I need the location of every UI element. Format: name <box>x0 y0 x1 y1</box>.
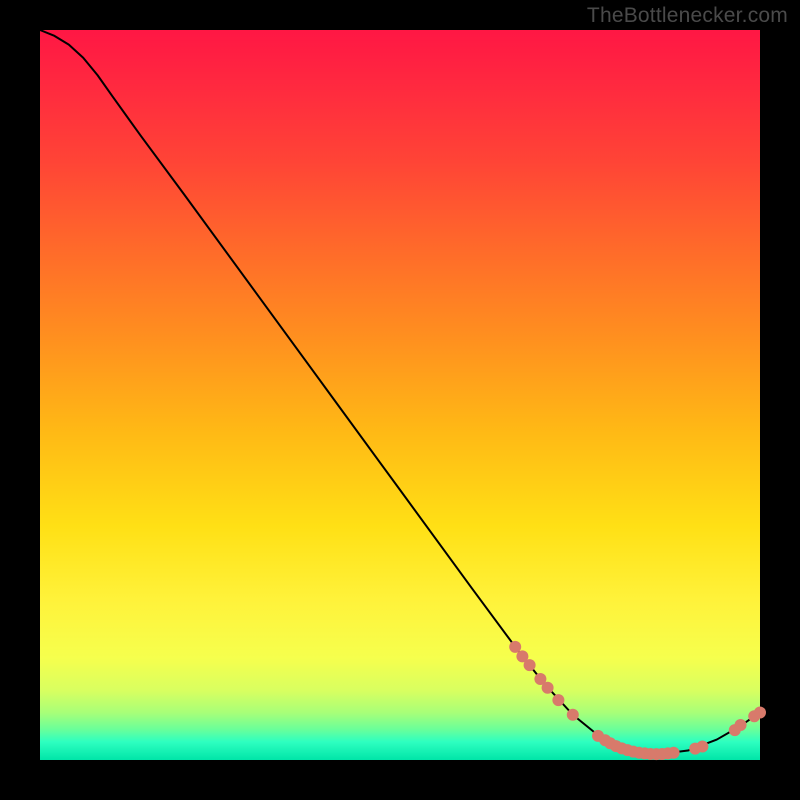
chart-marker <box>552 694 564 706</box>
chart-plot-area <box>40 30 760 760</box>
chart-marker <box>668 747 680 759</box>
chart-marker <box>542 682 554 694</box>
chart-marker <box>696 741 708 753</box>
chart-marker <box>524 659 536 671</box>
chart-curve <box>40 30 760 754</box>
chart-marker <box>509 641 521 653</box>
watermark-text: TheBottlenecker.com <box>587 4 788 28</box>
chart-marker <box>754 707 766 719</box>
chart-marker <box>567 709 579 721</box>
chart-marker <box>735 719 747 731</box>
chart-svg-overlay <box>40 30 760 760</box>
